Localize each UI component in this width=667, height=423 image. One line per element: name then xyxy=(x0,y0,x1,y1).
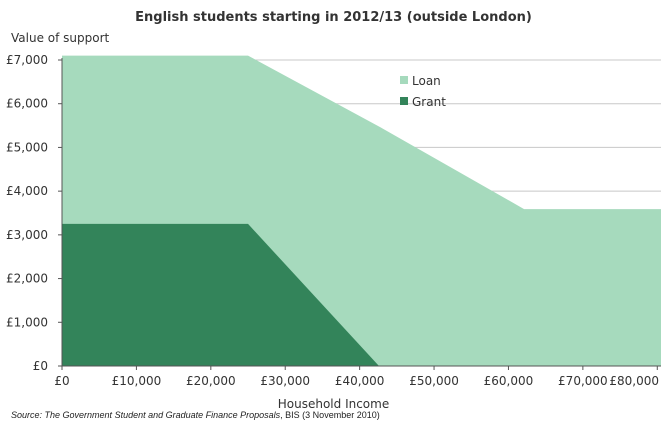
x-tick-label: £80,000 xyxy=(609,374,659,388)
legend-label-loan: Loan xyxy=(412,74,441,88)
source-title: The Government Student and Graduate Fina… xyxy=(44,410,281,420)
y-tick-label: £3,000 xyxy=(6,228,48,242)
y-tick-label: £5,000 xyxy=(6,140,48,154)
y-tick-label: £6,000 xyxy=(6,97,48,111)
y-tick-label: £2,000 xyxy=(6,272,48,286)
x-axis-label: Household Income xyxy=(277,397,390,411)
x-tick-label: £10,000 xyxy=(112,374,162,388)
x-tick-label: £70,000 xyxy=(558,374,608,388)
legend-swatch-loan xyxy=(400,76,408,84)
x-tick-label: £20,000 xyxy=(186,374,236,388)
y-tick-label: £0 xyxy=(33,359,48,373)
y-axis-label: Value of support xyxy=(11,31,110,45)
chart-title: English students starting in 2012/13 (ou… xyxy=(135,10,532,25)
legend-swatch-grant xyxy=(400,97,408,105)
source-suffix: , BIS (3 November 2010) xyxy=(280,410,380,420)
area-grant xyxy=(62,223,379,366)
x-tick-label: £0 xyxy=(54,374,69,388)
y-tick-label: £1,000 xyxy=(6,315,48,329)
x-tick-label: £40,000 xyxy=(335,374,385,388)
x-tick-label: £30,000 xyxy=(260,374,310,388)
legend-label-grant: Grant xyxy=(412,95,446,109)
y-tick-label: £7,000 xyxy=(6,53,48,67)
x-tick-label: £60,000 xyxy=(484,374,534,388)
y-tick-label: £4,000 xyxy=(6,184,48,198)
source-note: Source: The Government Student and Gradu… xyxy=(11,410,380,420)
x-tick-label: £50,000 xyxy=(409,374,459,388)
source-prefix: Source: xyxy=(11,410,45,420)
